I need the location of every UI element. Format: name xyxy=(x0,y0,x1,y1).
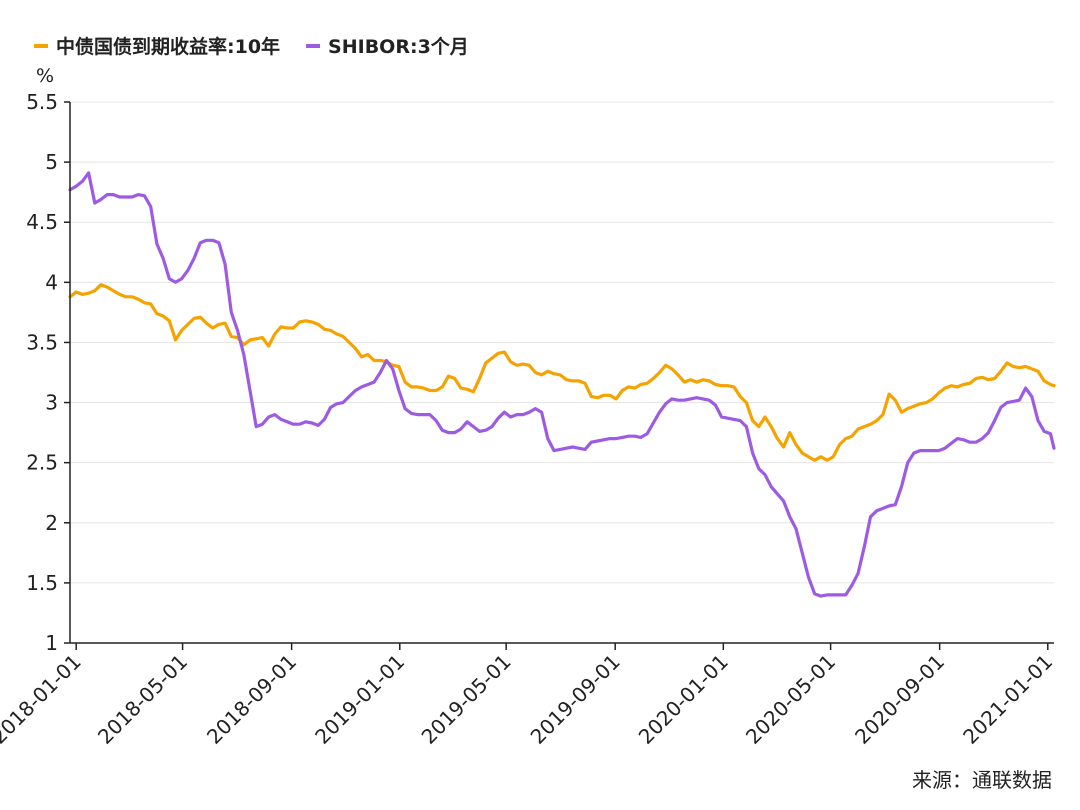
y-axis-ticks: 5.5 5 4.5 4 3.5 3 2.5 2 1.5 1 xyxy=(26,90,70,655)
legend-label-1: 中债国债到期收益率:10年 xyxy=(56,35,280,58)
series-line-2 xyxy=(68,171,1056,598)
y-tick-label: 5 xyxy=(45,150,58,174)
x-tick-label: 2020-01-01 xyxy=(634,650,733,749)
x-tick-label: 2020-09-01 xyxy=(850,650,949,749)
legend-label-2: SHIBOR:3个月 xyxy=(328,36,469,58)
y-tick-label: 4 xyxy=(45,270,58,294)
x-tick-label: 2019-05-01 xyxy=(417,650,516,749)
y-tick-label: 3.5 xyxy=(26,330,58,354)
y-axis-unit-label: % xyxy=(36,65,54,87)
y-tick-label: 1.5 xyxy=(26,571,58,595)
y-tick-label: 1 xyxy=(45,631,58,655)
y-tick-label: 3 xyxy=(45,391,58,415)
x-tick-label: 2021-01-01 xyxy=(958,650,1057,749)
y-tick-label: 2 xyxy=(45,511,58,535)
y-tick-label: 5.5 xyxy=(26,90,58,114)
legend: 中债国债到期收益率:10年 SHIBOR:3个月 xyxy=(34,35,469,58)
y-tick-label: 4.5 xyxy=(26,210,58,234)
x-tick-label: 2019-01-01 xyxy=(310,650,409,749)
x-tick-label: 2018-01-01 xyxy=(0,650,86,749)
y-tick-label: 2.5 xyxy=(26,451,58,475)
x-tick-label: 2018-09-01 xyxy=(202,650,301,749)
series-line-1 xyxy=(68,283,1056,462)
x-tick-label: 2020-05-01 xyxy=(741,650,840,749)
x-axis-ticks: 2018-01-01 2018-05-01 2018-09-01 2019-01-01… xyxy=(0,643,1057,749)
x-tick-label: 2018-05-01 xyxy=(93,650,192,749)
gridlines xyxy=(70,101,1054,584)
x-tick-label: 2019-09-01 xyxy=(526,650,625,749)
source-note: 来源：通联数据 xyxy=(912,768,1052,792)
series-lines xyxy=(68,171,1056,598)
